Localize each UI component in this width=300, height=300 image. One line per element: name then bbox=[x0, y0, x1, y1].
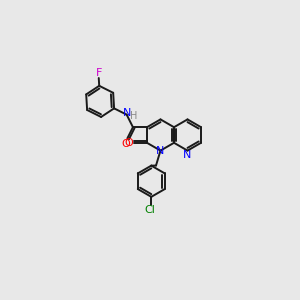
Text: F: F bbox=[96, 68, 102, 78]
Text: N: N bbox=[183, 150, 192, 160]
Text: N: N bbox=[156, 146, 164, 156]
Text: N: N bbox=[123, 108, 132, 118]
Text: Cl: Cl bbox=[144, 205, 155, 215]
Text: H: H bbox=[130, 111, 137, 121]
Text: O: O bbox=[122, 139, 130, 149]
Text: O: O bbox=[124, 138, 133, 148]
